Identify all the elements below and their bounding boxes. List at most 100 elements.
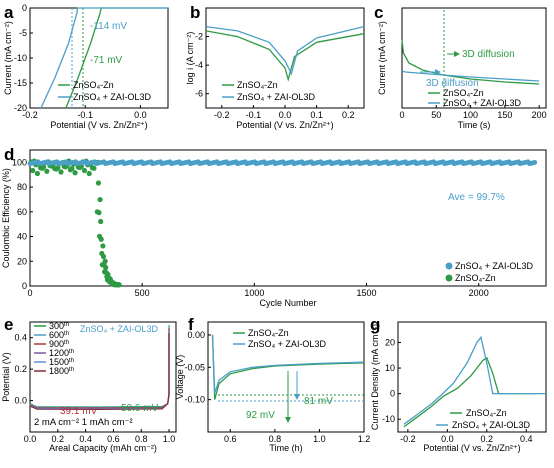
panel-b-series-znso4-zn bbox=[205, 30, 365, 82]
panel-f-xtick-label: 1.0 bbox=[313, 434, 326, 444]
panel-e-ylabel: Potential (V) bbox=[1, 352, 11, 402]
panel-d-legend-0: ZnSO₄ + ZAI-OL3D bbox=[455, 261, 533, 271]
panel-b-xtick-label: 0.2 bbox=[342, 110, 355, 120]
panel-e-letter: e bbox=[4, 315, 13, 334]
panel-e-xlabel: Areal Capacity (mAh cm⁻²) bbox=[49, 443, 157, 453]
panel-d: d 0 500 1000 1500 2000 0 20 40 60 80 100 Ave = 99.… bbox=[1, 145, 547, 308]
panel-a: a -0.2 -0.1 0.0 0 -5 -10 -15 -20 -114 mV -71 mV… bbox=[3, 3, 169, 130]
panel-e-ytick-label: 0.2 bbox=[14, 364, 27, 374]
panel-e-inline-title: ZnSO₄ + ZAI-OL3D bbox=[80, 324, 158, 334]
panel-e-xtick-label: 0.0 bbox=[24, 434, 37, 444]
panel-b-xlabel: Potential (V vs. Zn/Zn²⁺) bbox=[236, 120, 333, 130]
panel-c-annot-green: 3D diffusion bbox=[462, 49, 515, 60]
panel-d-xtick-label: 1500 bbox=[357, 288, 377, 298]
panel-e-legend-label: 300th bbox=[49, 321, 69, 331]
panel-g-xtick-label: 0.2 bbox=[481, 434, 494, 444]
ce-point-znso4 bbox=[72, 170, 78, 176]
panel-d-annot-ave: Ave = 99.7% bbox=[448, 192, 505, 203]
panel-g-ytick-label: 20 bbox=[385, 337, 395, 347]
panel-g-series-zai bbox=[403, 335, 546, 425]
panel-b-xtick-label: 0.1 bbox=[310, 110, 323, 120]
ce-point-znso4 bbox=[44, 168, 50, 174]
panel-f: f 0.6 0.8 1.0 1.2 0.00 -0.05 -0.10 92 mV 81 mV… bbox=[175, 315, 370, 453]
ce-point-znso4 bbox=[91, 165, 97, 171]
ce-point-znso4 bbox=[96, 210, 102, 216]
ce-point-znso4 bbox=[100, 253, 107, 260]
panel-c-ylabel: Current (mA cm⁻²) bbox=[377, 21, 387, 95]
panel-f-xtick-label: 0.6 bbox=[224, 434, 237, 444]
ce-point-znso4 bbox=[98, 236, 104, 242]
panel-f-series-zai bbox=[211, 334, 365, 394]
ce-point-znso4 bbox=[86, 170, 92, 177]
panel-d-ytick-label: 80 bbox=[17, 182, 27, 192]
ce-point-znso4 bbox=[102, 258, 108, 264]
panel-f-xlabel: Time (h) bbox=[269, 443, 302, 453]
panel-a-ytick-label: -15 bbox=[14, 78, 27, 88]
panel-f-ytick-label: -0.10 bbox=[184, 395, 205, 405]
panel-d-ytick-label: 60 bbox=[17, 207, 27, 217]
panel-a-ytick-label: 0 bbox=[22, 3, 27, 13]
ce-point-znso4 bbox=[41, 164, 47, 170]
panel-e-annot-2: 50.6 mV bbox=[121, 403, 159, 414]
panel-f-legend-1: ZnSO₄ + ZAI-OL3D bbox=[248, 339, 326, 349]
panel-e-legend-label: 1500th bbox=[49, 357, 74, 367]
panel-c-letter: c bbox=[374, 3, 383, 22]
panel-f-ytick-label: 0.00 bbox=[187, 330, 205, 340]
panel-d-frame bbox=[29, 149, 547, 287]
panel-d-ytick-label: 0 bbox=[22, 281, 27, 291]
panel-e-legend-label: 600th bbox=[49, 330, 69, 340]
panel-a-ytick-label: -5 bbox=[19, 28, 27, 38]
panel-g: g -0.2 0.0 0.2 0.4 20 10 0 -10 ZnSO₄-Zn ZnSO₄ +… bbox=[370, 315, 547, 453]
panel-e-xtick-label: 0.2 bbox=[52, 434, 65, 444]
panel-f-letter: f bbox=[188, 315, 194, 334]
panel-c-legend-0: ZnSO₄-Zn bbox=[443, 88, 484, 98]
panel-e-cycle-curve bbox=[29, 333, 170, 411]
panel-a-xtick-label: -0.1 bbox=[77, 110, 93, 120]
panel-g-xtick-label: 0.0 bbox=[441, 434, 454, 444]
panel-e-legend-label: 1200th bbox=[49, 348, 74, 358]
panel-c-xlabel: Time (s) bbox=[458, 120, 491, 130]
panel-f-series-znso4-zn bbox=[211, 334, 365, 400]
panel-f-xtick-label: 0.8 bbox=[269, 434, 282, 444]
panel-b-series-zai bbox=[205, 25, 365, 76]
panel-c-xtick-label: 50 bbox=[431, 110, 441, 120]
panel-d-xtick-label: 0 bbox=[27, 288, 32, 298]
panel-g-letter: g bbox=[370, 315, 380, 334]
panel-d-xtick-label: 500 bbox=[135, 288, 150, 298]
panel-d-letter: d bbox=[4, 145, 14, 164]
ce-point-znso4 bbox=[55, 165, 61, 171]
panel-b-legend-1: ZnSO₄ + ZAI-OL3D bbox=[237, 92, 315, 102]
panel-d-xlabel: Cycle Number bbox=[259, 298, 316, 308]
panel-d-ytick-label: 100 bbox=[12, 157, 27, 167]
panel-f-ylabel: Voltage (V) bbox=[175, 355, 185, 400]
panel-c-xtick-label: 150 bbox=[497, 110, 512, 120]
panel-e-legend-label: 900th bbox=[49, 339, 69, 349]
panel-a-letter: a bbox=[4, 3, 14, 22]
panel-g-xlabel: Potential (V vs. Zn/Zn²⁺) bbox=[423, 443, 520, 453]
panel-a-legend-0: ZnSO₄-Zn bbox=[73, 80, 114, 90]
panel-f-legend-0: ZnSO₄-Zn bbox=[248, 328, 289, 338]
panel-a-xlabel: Potential (V vs. Zn/Zn²⁺) bbox=[50, 120, 147, 130]
panel-a-annot-blue: -114 mV bbox=[90, 21, 127, 32]
panel-e-conditions: 2 mA cm⁻² 1 mAh cm⁻² bbox=[34, 417, 133, 428]
panel-d-legend-marker-blue bbox=[445, 262, 453, 270]
panel-d-xtick-label: 1000 bbox=[244, 288, 264, 298]
panel-a-xtick-label: 0.0 bbox=[134, 110, 147, 120]
ce-point-znso4 bbox=[103, 264, 109, 271]
panel-a-ylabel: Current (mA cm⁻²) bbox=[3, 21, 13, 95]
panel-b-xtick-label: -0.1 bbox=[246, 110, 262, 120]
panel-f-annot-2: 81 mV bbox=[304, 396, 333, 407]
panel-b-letter: b bbox=[190, 3, 200, 22]
ce-point-znso4 bbox=[97, 196, 103, 203]
panel-g-frame bbox=[397, 321, 547, 433]
panel-f-frame bbox=[207, 321, 365, 433]
panel-b-xtick-label: 0.0 bbox=[279, 110, 292, 120]
panel-g-series-znso4-zn bbox=[403, 356, 537, 428]
panel-e-frame bbox=[29, 321, 177, 433]
ce-point-znso4 bbox=[95, 180, 102, 186]
panel-f-annot-1: 92 mV bbox=[246, 410, 275, 421]
panel-g-ytick-label: 10 bbox=[385, 363, 395, 373]
ce-point-znso4 bbox=[58, 169, 64, 175]
